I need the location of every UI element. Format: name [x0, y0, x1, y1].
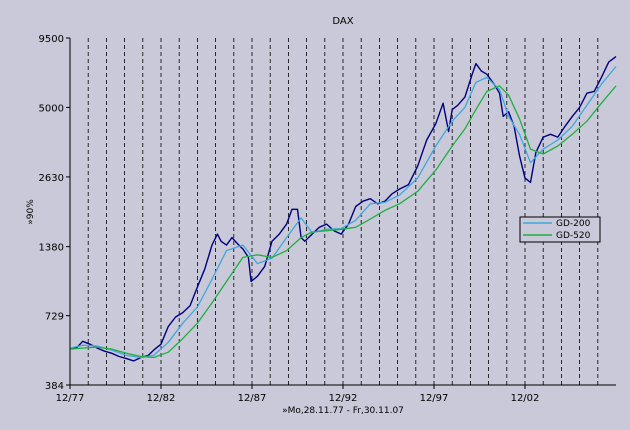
series-line-gd-520	[69, 85, 617, 359]
y-tick-label: 384	[45, 381, 64, 392]
x-tick-label: 12/97	[420, 393, 449, 404]
y-tick-label: 1380	[39, 243, 64, 254]
y-tick-label: 729	[45, 312, 64, 323]
y-tick-label: 2630	[39, 173, 64, 184]
x-ticks: 12/77 12/82 12/87 12/92 12/97 12/02	[56, 385, 540, 404]
series-line-dax	[69, 56, 617, 362]
y-tick-label: 5000	[39, 103, 64, 114]
legend-label-gd-200: GD-200	[556, 219, 591, 229]
chart-title: DAX	[332, 16, 353, 27]
y-ticks: 384 729 1380 2630 5000 9500	[39, 34, 70, 392]
vertical-grid	[87, 38, 599, 385]
legend-box	[519, 216, 601, 243]
x-tick-label: 12/82	[147, 393, 176, 404]
y-tick-label: 9500	[39, 34, 64, 45]
x-tick-label: 12/02	[511, 393, 540, 404]
x-tick-label: 12/87	[238, 393, 267, 404]
series-line-gd-200	[69, 66, 617, 359]
legend-label-gd-520: GD-520	[556, 231, 591, 241]
legend: GD-200 GD-520	[519, 216, 601, 243]
x-tick-label: 12/77	[56, 393, 85, 404]
x-axis-label: »Mo,28.11.77 - Fr,30.11.07	[282, 406, 404, 416]
x-tick-label: 12/92	[329, 393, 358, 404]
y-axis-label: »90%	[26, 199, 36, 225]
series-layer	[69, 56, 617, 362]
